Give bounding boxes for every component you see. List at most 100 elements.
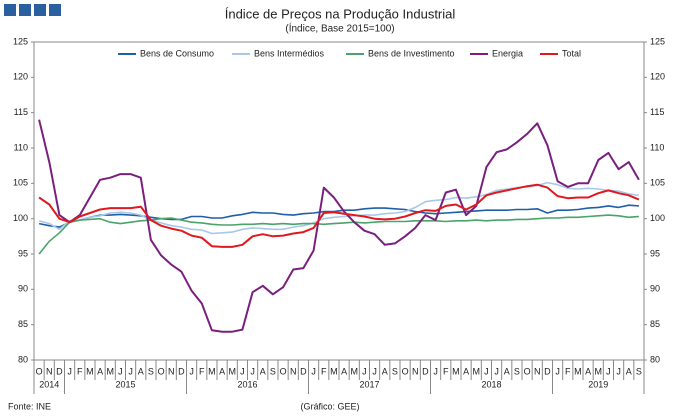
- x-tick-label: J: [128, 366, 133, 376]
- x-tick-label: J: [362, 366, 367, 376]
- x-tick-label: M: [351, 366, 359, 376]
- legend-label: Bens Intermédios: [254, 48, 325, 58]
- y-tick-label: 85: [18, 319, 28, 329]
- x-tick-label: M: [208, 366, 216, 376]
- x-tick-label: O: [36, 366, 43, 376]
- y-tick-label: 105: [13, 178, 28, 188]
- year-label: 2016: [237, 379, 257, 389]
- y-tick-label: 100: [13, 213, 28, 223]
- x-tick-label: J: [484, 366, 489, 376]
- x-tick-label: F: [199, 366, 205, 376]
- y2-tick-label: 125: [650, 36, 665, 46]
- x-tick-label: M: [473, 366, 481, 376]
- series-line: [38, 204, 639, 228]
- x-tick-label: A: [341, 366, 347, 376]
- series-line: [38, 183, 640, 248]
- y2-tick-label: 105: [650, 178, 665, 188]
- legend-label: Bens de Consumo: [140, 48, 214, 58]
- y-tick-label: 80: [18, 354, 28, 364]
- x-tick-label: O: [280, 366, 287, 376]
- y2-tick-label: 80: [650, 354, 660, 364]
- x-tick-label: J: [433, 366, 438, 376]
- x-tick-label: O: [524, 366, 531, 376]
- x-tick-label: A: [504, 366, 510, 376]
- x-tick-label: M: [330, 366, 338, 376]
- legend-label: Bens de Investimento: [368, 48, 455, 58]
- y-tick-label: 90: [18, 284, 28, 294]
- x-tick-label: D: [300, 366, 307, 376]
- x-tick-label: N: [46, 366, 53, 376]
- year-label: 2017: [359, 379, 379, 389]
- x-tick-label: J: [606, 366, 611, 376]
- x-tick-label: M: [107, 366, 115, 376]
- x-tick-label: F: [321, 366, 327, 376]
- y2-tick-label: 85: [650, 319, 660, 329]
- x-tick-label: S: [270, 366, 276, 376]
- x-tick-label: A: [382, 366, 388, 376]
- year-label: 2018: [481, 379, 501, 389]
- x-tick-label: J: [372, 366, 377, 376]
- x-tick-label: S: [636, 366, 642, 376]
- logo-square: [34, 4, 46, 16]
- x-tick-label: J: [118, 366, 123, 376]
- x-tick-label: A: [260, 366, 266, 376]
- y2-tick-label: 100: [650, 213, 665, 223]
- x-tick-label: A: [626, 366, 632, 376]
- x-tick-label: D: [422, 366, 429, 376]
- year-label: 2014: [39, 379, 59, 389]
- y-tick-label: 95: [18, 248, 28, 258]
- credit: (Gráfico: GEE): [300, 401, 359, 411]
- x-tick-label: M: [595, 366, 603, 376]
- x-tick-label: J: [616, 366, 621, 376]
- x-tick-label: M: [574, 366, 582, 376]
- x-tick-label: N: [534, 366, 541, 376]
- logo-square: [49, 4, 61, 16]
- legend-label: Total: [562, 48, 581, 58]
- x-tick-label: J: [311, 366, 316, 376]
- x-tick-label: J: [494, 366, 499, 376]
- y-tick-label: 125: [13, 36, 28, 46]
- y-tick-label: 120: [13, 72, 28, 82]
- x-tick-label: A: [219, 366, 225, 376]
- x-tick-label: F: [565, 366, 571, 376]
- y-tick-label: 110: [14, 142, 28, 152]
- y-tick-label: 115: [14, 107, 28, 117]
- chart-subtitle: (Índice, Base 2015=100): [285, 22, 394, 35]
- logo-square: [4, 4, 16, 16]
- x-tick-label: A: [138, 366, 144, 376]
- y2-tick-label: 95: [650, 248, 660, 258]
- x-tick-label: J: [240, 366, 245, 376]
- x-tick-label: N: [412, 366, 419, 376]
- x-tick-label: J: [250, 366, 255, 376]
- x-tick-label: J: [189, 366, 194, 376]
- series-line: [38, 214, 639, 255]
- x-tick-label: F: [443, 366, 449, 376]
- x-tick-label: F: [77, 366, 83, 376]
- x-tick-label: D: [56, 366, 63, 376]
- logo-square: [19, 4, 31, 16]
- x-tick-label: A: [463, 366, 469, 376]
- plot-frame: [33, 41, 645, 361]
- x-tick-label: J: [555, 366, 560, 376]
- y2-tick-label: 120: [650, 72, 665, 82]
- x-tick-label: O: [158, 366, 165, 376]
- y2-tick-label: 115: [650, 107, 664, 117]
- x-tick-label: N: [168, 366, 175, 376]
- y2-tick-label: 90: [650, 284, 660, 294]
- x-tick-label: S: [392, 366, 398, 376]
- series-line: [38, 119, 640, 333]
- x-tick-label: A: [97, 366, 103, 376]
- x-tick-label: O: [402, 366, 409, 376]
- x-tick-label: M: [86, 366, 94, 376]
- year-label: 2015: [115, 379, 135, 389]
- x-tick-label: J: [67, 366, 72, 376]
- year-label: 2019: [588, 379, 608, 389]
- x-tick-label: D: [178, 366, 185, 376]
- legend-label: Energia: [492, 48, 523, 58]
- source: Fonte: INE: [8, 401, 51, 411]
- x-tick-label: A: [585, 366, 591, 376]
- y2-tick-label: 110: [650, 142, 664, 152]
- chart-title: Índice de Preços na Produção Industrial: [225, 6, 456, 21]
- x-tick-label: M: [452, 366, 460, 376]
